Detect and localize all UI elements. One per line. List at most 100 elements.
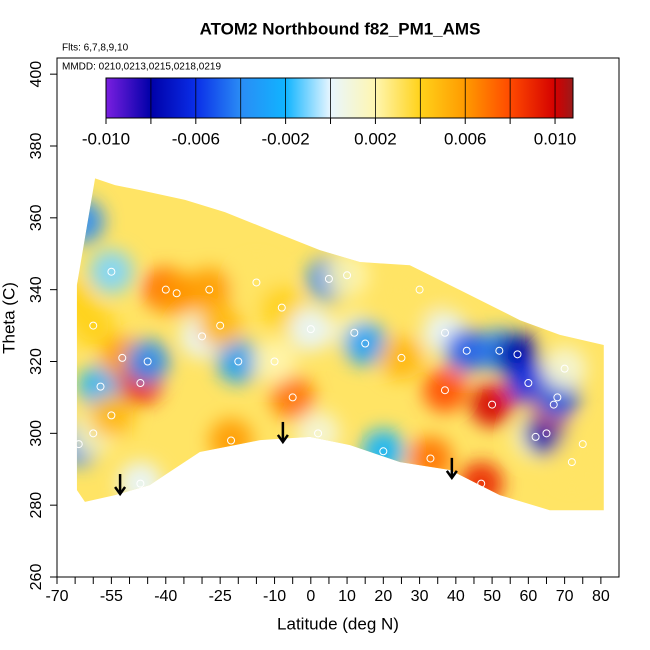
field-blob [408, 436, 453, 481]
field-blob [76, 199, 105, 244]
field-blob [209, 418, 254, 463]
sample-point [314, 429, 323, 438]
arrow-head [276, 434, 289, 445]
x-tick-label: 0 [306, 588, 315, 605]
field-blob [89, 393, 134, 438]
field-blob [118, 461, 163, 506]
chart-title: ATOM2 Northbound f82_PM1_AMS [200, 19, 481, 38]
sample-point [136, 479, 145, 488]
x-tick-label: -55 [100, 588, 123, 605]
sample-point [288, 393, 297, 402]
x-tick-label: 10 [338, 588, 356, 605]
sample-point [205, 285, 214, 294]
sample-point [343, 271, 352, 280]
y-tick-label: 320 [28, 348, 45, 375]
sample-point [107, 267, 116, 276]
sample-point [578, 440, 587, 449]
field-blob [288, 307, 333, 352]
sample-point [513, 350, 522, 359]
sample-point [136, 379, 145, 388]
y-tick-label: 300 [28, 420, 45, 447]
sample-point [143, 357, 152, 366]
colorbar [105, 77, 574, 119]
sample-point [350, 328, 359, 337]
sample-point [234, 357, 243, 366]
sample-point [361, 339, 370, 348]
field-blob [379, 335, 424, 380]
x-axis-label: Latitude (deg N) [277, 614, 399, 633]
y-axis-label: Theta (C) [0, 282, 18, 354]
field-blob [422, 368, 467, 413]
sample-point [462, 346, 471, 355]
sample-point [477, 479, 486, 488]
sample-point [542, 429, 551, 438]
sample-point [277, 303, 286, 312]
colorbar-tick-label: 0.002 [354, 129, 397, 148]
field-blob [361, 429, 406, 474]
sample-point [216, 321, 225, 330]
sample-point [198, 332, 207, 341]
x-tick-label: 50 [483, 588, 501, 605]
sample-point [89, 429, 98, 438]
arrow-head [114, 486, 127, 497]
field-blob [198, 303, 243, 348]
sample-point [531, 432, 540, 441]
y-tick-label: 280 [28, 492, 45, 519]
x-tick-label: -40 [154, 588, 177, 605]
field-blob [470, 382, 515, 427]
x-tick-label: 70 [556, 588, 574, 605]
field-blob [154, 271, 199, 316]
y-tick-label: 360 [28, 204, 45, 231]
arrow-head [445, 470, 458, 481]
sample-point [440, 328, 449, 337]
field-blob [125, 339, 170, 384]
x-tick-label: 60 [519, 588, 537, 605]
field-blob [296, 411, 341, 456]
sample-point [227, 436, 236, 445]
sample-point [172, 289, 181, 298]
field-blob [343, 321, 388, 366]
sample-point [96, 382, 105, 391]
field-blob [459, 461, 504, 506]
field-blob [270, 375, 315, 420]
colorbar-tick-label: -0.006 [172, 129, 220, 148]
y-tick-label: 380 [28, 133, 45, 160]
sample-point [324, 274, 333, 283]
sample-point [306, 325, 315, 334]
sample-point [560, 364, 569, 373]
field-blob [325, 253, 370, 298]
x-tick-label: -70 [45, 588, 68, 605]
sample-point [553, 393, 562, 402]
x-tick-label: 80 [592, 588, 610, 605]
field-blob [76, 303, 116, 348]
colorbar-tick-label: -0.010 [82, 129, 130, 148]
x-tick-label: 40 [447, 588, 465, 605]
colorbar-tick-label: -0.002 [262, 129, 310, 148]
sample-point [74, 440, 83, 449]
sample-point [107, 411, 116, 420]
sample-point [252, 278, 261, 287]
sample-point [379, 447, 388, 456]
y-tick-label: 260 [28, 564, 45, 591]
field-blob [187, 267, 232, 312]
sample-point [270, 357, 279, 366]
sample-point [397, 353, 406, 362]
sample-point [118, 353, 127, 362]
y-tick-label: 400 [28, 61, 45, 88]
sample-point [549, 400, 558, 409]
sample-point [161, 285, 170, 294]
field-blob [542, 346, 587, 391]
x-tick-label: -25 [209, 588, 232, 605]
colorbar-tick-label: 0.010 [534, 129, 577, 148]
sample-point [426, 454, 435, 463]
x-tick-label: 30 [411, 588, 429, 605]
sample-point [567, 458, 576, 467]
sample-point [67, 296, 76, 305]
field-blob [397, 267, 442, 312]
sample-point [89, 321, 98, 330]
field-blobs [76, 199, 604, 506]
sample-point [440, 386, 449, 395]
y-tick-label: 340 [28, 276, 45, 303]
x-tick-label: 20 [374, 588, 392, 605]
colorbar-tick-label: 0.006 [444, 129, 487, 148]
